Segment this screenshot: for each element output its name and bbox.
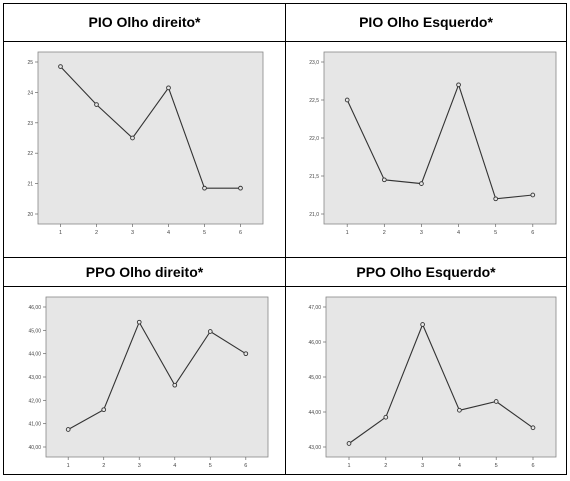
x-tick-label: 6: [239, 230, 242, 236]
data-point: [243, 351, 249, 357]
x-tick-label: 1: [347, 463, 350, 469]
row-divider: [4, 257, 566, 258]
data-point: [172, 382, 178, 388]
x-tick-label: 5: [203, 230, 206, 236]
x-tick-label: 3: [420, 230, 423, 236]
x-tick-label: 3: [138, 463, 141, 469]
y-tick-label: 40,00: [28, 445, 41, 451]
x-tick-label: 1: [59, 230, 62, 236]
x-tick-label: 3: [131, 230, 134, 236]
chart-pio-esquerdo: 21,0 21,5 22,0 22,5 23,0 1 2 3 4 5 6: [309, 51, 557, 236]
y-tick-label: 42,00: [28, 398, 41, 404]
y-tick-label: 22,0: [309, 136, 319, 142]
x-tick-label: 5: [494, 230, 497, 236]
y-tick-label: 41,00: [28, 422, 41, 428]
x-tick-label: 2: [102, 463, 105, 469]
chart-title-pio-esquerdo: PIO Olho Esquerdo*: [359, 14, 493, 30]
chart-ppo-direito: 40,00 41,00 42,00 43,00 44,00 45,00 46,00 1 2 3 4 5…: [28, 296, 269, 469]
x-tick-label: 5: [495, 463, 498, 469]
data-point: [130, 135, 135, 141]
x-tick-label: 6: [531, 463, 534, 469]
data-point: [456, 82, 461, 88]
x-tick-label: 4: [167, 230, 170, 236]
column-divider: [285, 4, 286, 474]
y-tick-label: 22: [27, 151, 33, 157]
data-point: [493, 196, 499, 202]
y-tick-label: 24: [27, 90, 33, 96]
data-point: [207, 329, 213, 334]
data-point: [493, 399, 499, 404]
x-tick-label: 4: [173, 463, 176, 469]
x-tick-label: 4: [458, 463, 461, 469]
data-point: [94, 102, 99, 107]
data-point: [344, 97, 350, 103]
y-tick-label: 43,00: [28, 375, 41, 381]
y-tick-label: 25: [27, 60, 33, 66]
y-tick-label: 21,5: [309, 174, 319, 180]
data-point: [346, 441, 352, 446]
chart-title-pio-direito: PIO Olho direito*: [88, 14, 201, 30]
plot-area: [325, 296, 557, 458]
figure-table: PIO Olho direito* PIO Olho Esquerdo* PPO…: [3, 3, 567, 475]
row-divider: [4, 41, 566, 42]
y-tick-label: 44,00: [28, 352, 41, 358]
x-tick-label: 2: [383, 230, 386, 236]
y-tick-label: 46,00: [308, 340, 321, 346]
data-point: [136, 319, 142, 325]
data-point: [383, 414, 389, 420]
data-point: [101, 407, 107, 413]
y-tick-label: 22,5: [309, 98, 319, 104]
x-tick-label: 3: [421, 463, 424, 469]
chart-ppo-esquerdo: 43,00 44,00 45,00 46,00 47,00 1 2 3 4 5 6: [308, 296, 557, 469]
data-point: [202, 185, 207, 191]
y-tick-label: 46,00: [28, 305, 41, 311]
data-point: [530, 425, 536, 431]
plot-area: [323, 51, 557, 225]
x-tick-label: 4: [457, 230, 460, 236]
y-tick-label: 47,00: [308, 305, 321, 311]
series-line: [67, 320, 247, 430]
y-tick-label: 21: [27, 182, 33, 188]
y-tick-label: 20: [27, 212, 33, 218]
y-tick-label: 45,00: [308, 375, 321, 381]
y-tick-label: 23: [27, 121, 33, 127]
x-tick-label: 2: [384, 463, 387, 469]
row-divider: [4, 286, 566, 287]
chart-title-ppo-direito: PPO Olho direito*: [85, 264, 204, 280]
y-tick-label: 23,0: [309, 60, 319, 66]
x-tick-label: 5: [209, 463, 212, 469]
series-line: [346, 83, 533, 200]
series-line: [348, 323, 534, 444]
y-tick-label: 45,00: [28, 328, 41, 334]
data-point: [420, 322, 425, 327]
data-point: [419, 181, 424, 186]
y-tick-label: 44,00: [308, 410, 321, 416]
x-tick-label: 1: [346, 230, 349, 236]
y-tick-label: 21,0: [309, 212, 319, 218]
series-line: [60, 66, 241, 189]
data-point: [381, 177, 387, 183]
data-point: [166, 85, 171, 91]
data-point: [65, 427, 71, 432]
plot-area: [37, 51, 264, 225]
y-tick-label: 43,00: [308, 445, 321, 451]
x-tick-label: 1: [67, 463, 70, 469]
x-tick-label: 6: [531, 230, 534, 236]
plot-area: [45, 296, 269, 458]
data-point: [58, 64, 63, 69]
x-tick-label: 2: [95, 230, 98, 236]
data-point: [530, 192, 536, 198]
data-point: [457, 407, 462, 413]
data-point: [238, 185, 243, 191]
x-tick-label: 6: [244, 463, 247, 469]
chart-title-ppo-esquerdo: PPO Olho Esquerdo*: [356, 264, 496, 280]
